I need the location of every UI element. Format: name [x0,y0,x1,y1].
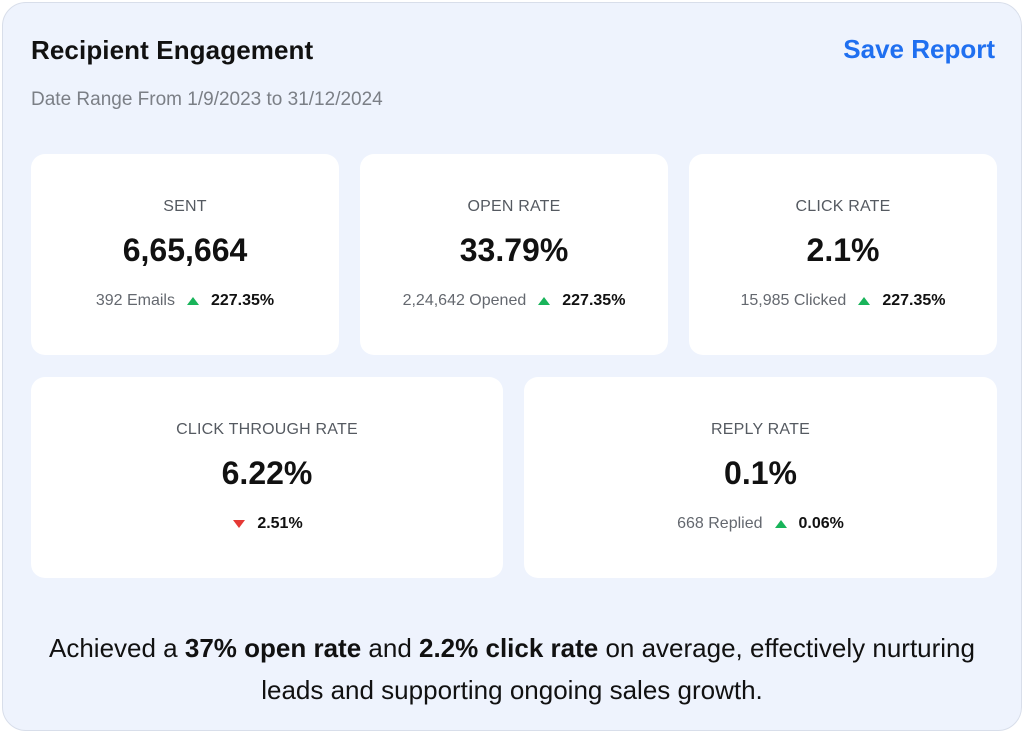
ctr-change: 2.51% [257,515,303,532]
open-rate-card: OPEN RATE 33.79% 2,24,642 Opened 227.35% [360,154,668,355]
click-rate-footer: 15,985 Clicked 227.35% [689,292,997,310]
save-report-button[interactable]: Save Report [843,34,995,64]
sent-value: 6,65,664 [122,232,248,268]
summary-text: Achieved a 37% open rate and 2.2% click … [33,627,991,711]
sent-note: 392 Emails [95,292,175,309]
sent-change: 227.35% [210,292,275,309]
ctr-label: CLICK THROUGH RATE [176,421,358,438]
summary-part-1: Achieved a [49,633,185,663]
ctr-value: 6.22% [221,455,313,491]
open-rate-value: 33.79% [459,232,569,268]
reply-rate-footer: 668 Replied 0.06% [524,515,997,533]
summary-click-rate: 2.2% click rate [419,633,599,663]
triangle-up-icon [538,297,551,305]
click-rate-label: CLICK RATE [795,198,891,215]
triangle-up-icon [774,520,787,528]
triangle-up-icon [186,297,199,305]
reply-rate-change: 0.06% [798,515,844,532]
open-rate-label: OPEN RATE [467,198,561,215]
click-through-rate-card: CLICK THROUGH RATE 6.22% 2.51% [31,377,503,578]
date-range: Date Range From 1/9/2023 to 31/12/2024 [31,89,383,110]
reply-rate-note: 668 Replied [677,515,763,532]
sent-label: SENT [163,198,207,215]
triangle-down-icon [233,520,246,528]
page-title: Recipient Engagement [31,35,314,65]
click-rate-card: CLICK RATE 2.1% 15,985 Clicked 227.35% [689,154,997,355]
ctr-footer: 2.51% [31,515,503,533]
click-rate-value: 2.1% [806,232,880,268]
summary-part-3: on average, effectively nurturing leads … [261,633,975,705]
triangle-up-icon [858,297,871,305]
click-rate-note: 15,985 Clicked [740,292,847,309]
open-rate-note: 2,24,642 Opened [402,292,527,309]
sent-footer: 392 Emails 227.35% [31,292,339,310]
open-rate-footer: 2,24,642 Opened 227.35% [360,292,668,310]
open-rate-change: 227.35% [562,292,626,309]
reply-rate-value: 0.1% [724,455,797,491]
summary-part-2: and [361,633,419,663]
click-rate-change: 227.35% [882,292,946,309]
summary-open-rate: 37% open rate [184,633,362,663]
sent-card: SENT 6,65,664 392 Emails 227.35% [31,154,339,355]
reply-rate-label: REPLY RATE [711,421,810,438]
reply-rate-card: REPLY RATE 0.1% 668 Replied 0.06% [524,377,997,578]
